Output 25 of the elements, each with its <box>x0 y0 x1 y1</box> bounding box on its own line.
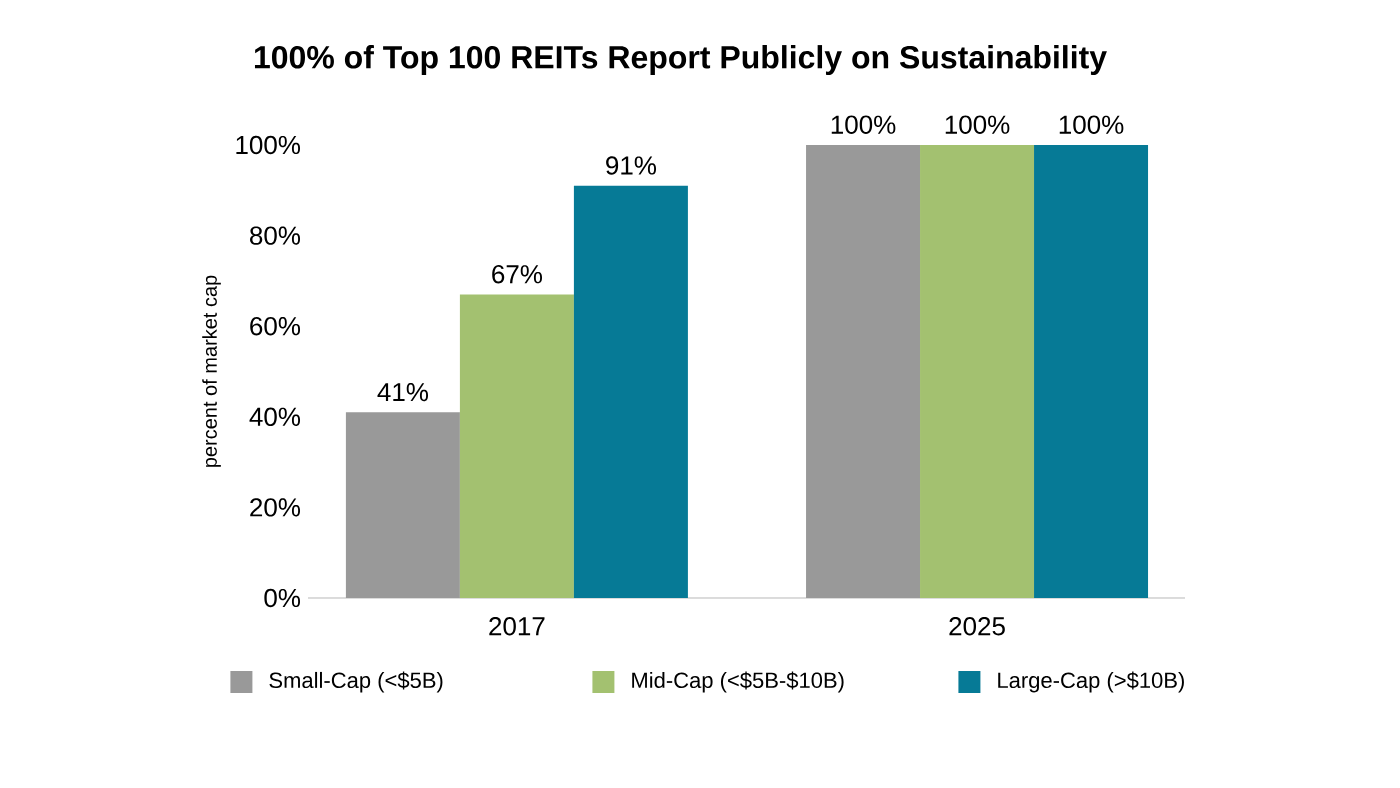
bar <box>345 412 460 598</box>
legend-label: Large-Cap (>$10B) <box>998 671 1184 693</box>
y-tick-label: 20% <box>250 498 301 517</box>
y-axis-title: percent of market cap <box>202 275 221 467</box>
y-tick-label: 100% <box>236 135 301 155</box>
bar <box>573 185 688 598</box>
y-tick-label: 0% <box>264 588 301 608</box>
data-label: 100% <box>831 115 896 134</box>
y-tick-label: 60% <box>250 316 301 336</box>
y-tick-label: 80% <box>250 226 301 245</box>
data-label: 100% <box>945 115 1010 134</box>
x-tick-label: 2025 <box>949 617 1005 636</box>
legend-label: Small-Cap (<$5B) <box>269 671 443 693</box>
legend-label: Mid-Cap (<$5B-$10B) <box>632 671 844 693</box>
data-label: 41% <box>377 383 429 402</box>
data-label: 100% <box>1059 115 1124 134</box>
bar <box>920 144 1035 598</box>
bar <box>459 294 574 598</box>
data-label: 91% <box>606 156 657 175</box>
chart-title: 100% of Top 100 REITs Report Publicly on Sustainability <box>254 45 1107 75</box>
x-tick-label: 2017 <box>489 617 545 636</box>
bar <box>1034 144 1149 598</box>
y-tick-label: 40% <box>249 407 301 426</box>
bar <box>806 144 921 598</box>
data-label: 67% <box>492 265 543 284</box>
